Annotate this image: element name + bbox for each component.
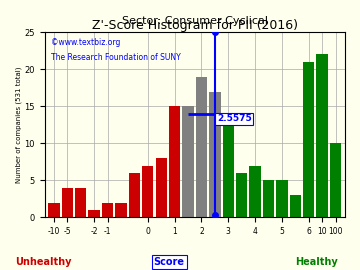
Text: Unhealthy: Unhealthy <box>15 257 71 267</box>
Text: Healthy: Healthy <box>296 257 338 267</box>
Bar <box>222 121 234 217</box>
Bar <box>263 180 274 217</box>
Bar <box>115 202 127 217</box>
Title: Z'-Score Histogram for PII (2016): Z'-Score Histogram for PII (2016) <box>92 19 298 32</box>
Bar <box>303 62 315 217</box>
Bar <box>169 106 180 217</box>
Bar <box>75 188 86 217</box>
Text: 2.5575: 2.5575 <box>217 114 252 123</box>
Bar <box>236 173 247 217</box>
Bar <box>276 180 288 217</box>
Bar <box>209 92 221 217</box>
Y-axis label: Number of companies (531 total): Number of companies (531 total) <box>15 67 22 183</box>
Text: ©www.textbiz.org: ©www.textbiz.org <box>50 38 120 47</box>
Bar <box>142 166 153 217</box>
Bar <box>62 188 73 217</box>
Bar <box>290 195 301 217</box>
Bar <box>183 106 194 217</box>
Text: Sector: Consumer Cyclical: Sector: Consumer Cyclical <box>122 16 268 26</box>
Bar <box>129 173 140 217</box>
Bar <box>156 158 167 217</box>
Bar <box>89 210 100 217</box>
Text: The Research Foundation of SUNY: The Research Foundation of SUNY <box>50 53 180 62</box>
Bar <box>316 55 328 217</box>
Bar <box>102 202 113 217</box>
Bar <box>249 166 261 217</box>
Bar <box>196 77 207 217</box>
Text: Score: Score <box>154 257 185 267</box>
Bar <box>48 202 60 217</box>
Bar <box>330 143 341 217</box>
